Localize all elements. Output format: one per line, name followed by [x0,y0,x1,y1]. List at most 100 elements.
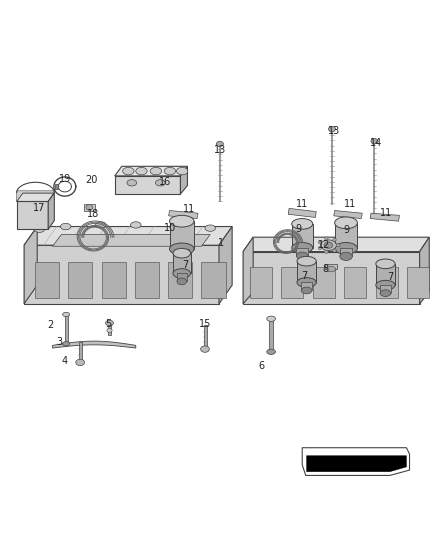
Ellipse shape [376,259,395,269]
Bar [376,264,395,285]
Text: 9: 9 [296,224,302,234]
Polygon shape [180,166,187,194]
Bar [407,266,429,298]
Ellipse shape [380,290,391,296]
Ellipse shape [340,252,352,261]
Polygon shape [243,237,253,304]
Polygon shape [24,245,219,304]
Ellipse shape [150,167,162,175]
Ellipse shape [267,349,276,354]
Bar [292,224,313,248]
Polygon shape [115,176,180,194]
Ellipse shape [216,141,223,147]
Polygon shape [17,191,54,201]
Text: 17: 17 [33,203,46,213]
Polygon shape [53,235,210,246]
Bar [344,266,366,298]
Bar [168,262,192,298]
Polygon shape [219,227,232,304]
Ellipse shape [175,253,188,261]
Polygon shape [17,201,48,229]
Text: 7: 7 [182,261,188,270]
Ellipse shape [201,346,209,352]
Ellipse shape [297,256,316,266]
Text: 13: 13 [328,126,340,135]
Ellipse shape [34,226,45,232]
Text: 14: 14 [370,138,382,148]
Ellipse shape [371,139,378,144]
Polygon shape [307,456,406,472]
Text: 11: 11 [380,208,392,218]
Bar [340,248,352,256]
Bar [102,262,126,298]
Ellipse shape [297,252,308,260]
Ellipse shape [86,205,93,210]
Ellipse shape [173,269,191,278]
Ellipse shape [63,312,70,317]
Ellipse shape [321,240,336,251]
Text: 15: 15 [199,319,211,329]
Text: 4: 4 [62,357,68,366]
Ellipse shape [155,180,165,186]
Polygon shape [48,193,54,229]
Polygon shape [84,204,95,211]
Polygon shape [17,193,54,201]
Ellipse shape [170,243,194,255]
Ellipse shape [292,219,313,229]
Ellipse shape [177,278,187,285]
Ellipse shape [333,238,336,241]
Text: 19: 19 [59,174,71,183]
Ellipse shape [164,167,176,175]
Bar [175,249,188,257]
Text: 2: 2 [47,320,53,330]
Ellipse shape [333,249,336,252]
Bar [313,266,335,298]
Text: 7: 7 [387,272,393,282]
Ellipse shape [76,359,85,366]
Ellipse shape [335,243,357,254]
Text: 1: 1 [218,238,224,247]
Polygon shape [420,237,429,304]
Polygon shape [302,448,410,475]
Bar [297,248,308,256]
Ellipse shape [325,237,328,240]
Ellipse shape [301,287,312,294]
Bar [35,262,59,298]
Ellipse shape [318,240,321,244]
Bar [65,314,68,344]
Ellipse shape [107,328,112,333]
Bar [173,253,191,273]
Bar [335,223,357,248]
Ellipse shape [297,278,316,287]
Text: 11: 11 [296,199,308,208]
Ellipse shape [318,247,321,250]
Bar [297,261,316,282]
Bar [281,266,303,298]
Ellipse shape [60,223,71,230]
Ellipse shape [328,126,336,132]
Ellipse shape [327,266,336,272]
Ellipse shape [336,244,340,247]
Text: 5: 5 [106,319,112,328]
Ellipse shape [173,248,191,258]
Polygon shape [288,208,316,217]
Ellipse shape [131,222,141,228]
Ellipse shape [205,225,215,231]
Polygon shape [24,227,37,304]
Text: 11: 11 [344,199,357,208]
Bar [135,262,159,298]
Ellipse shape [95,222,106,228]
Text: 12: 12 [318,240,330,250]
Text: 20: 20 [85,175,97,185]
Text: 3: 3 [56,337,62,347]
Polygon shape [243,237,429,252]
Text: 10: 10 [164,223,176,233]
Ellipse shape [335,217,357,229]
Text: 11: 11 [183,204,195,214]
Bar [201,262,226,298]
Bar [376,266,398,298]
Ellipse shape [170,223,180,230]
Polygon shape [325,264,337,269]
Ellipse shape [106,320,113,326]
Ellipse shape [123,167,134,175]
